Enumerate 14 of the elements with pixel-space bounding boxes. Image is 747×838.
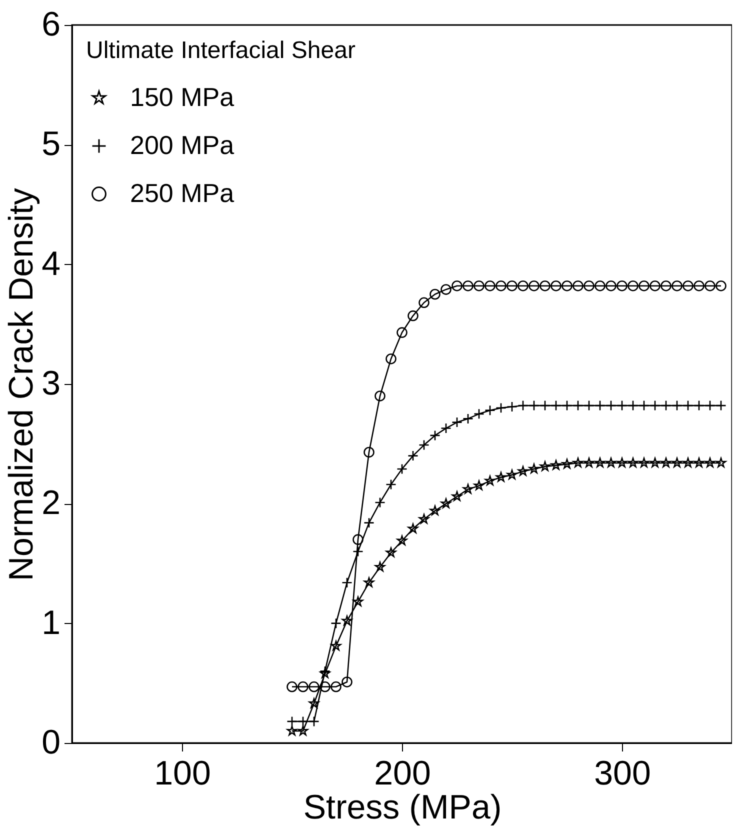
y-tick-label: 2 bbox=[42, 484, 60, 522]
y-tick-label: 4 bbox=[42, 244, 60, 283]
y-tick-label: 5 bbox=[42, 125, 60, 164]
y-tick-label: 3 bbox=[42, 364, 60, 402]
legend-title: Ultimate Interfacial Shear bbox=[86, 37, 356, 64]
legend-label: 150 MPa bbox=[130, 82, 235, 112]
y-tick-label: 6 bbox=[42, 6, 60, 44]
x-tick-label: 300 bbox=[594, 754, 651, 792]
x-tick-label: 100 bbox=[154, 754, 211, 792]
y-tick-label: 1 bbox=[42, 604, 60, 642]
y-tick-label: 0 bbox=[42, 724, 60, 762]
legend-label: 250 MPa bbox=[130, 178, 235, 208]
legend-label: 200 MPa bbox=[130, 130, 235, 160]
y-axis-title: Normalized Crack Density bbox=[2, 188, 41, 581]
